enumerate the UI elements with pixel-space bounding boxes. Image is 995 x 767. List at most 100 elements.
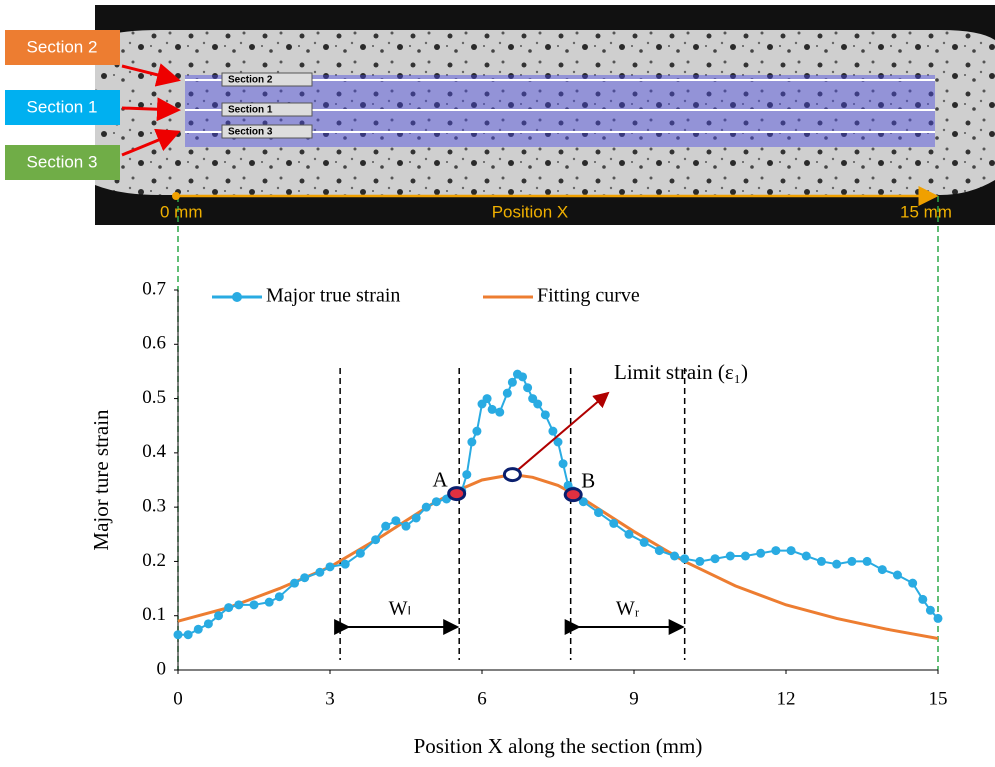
data-point — [533, 399, 543, 409]
data-point — [877, 565, 887, 575]
data-point — [654, 546, 664, 556]
x-tick-label: 0 — [173, 688, 183, 709]
y-tick-label: 0 — [157, 658, 167, 679]
data-point — [290, 578, 300, 588]
scale-start: 0 mm — [160, 202, 203, 221]
data-point — [325, 562, 335, 572]
data-point — [472, 426, 482, 436]
series-line — [178, 372, 939, 636]
data-point — [756, 548, 766, 558]
data-point — [355, 548, 365, 558]
data-point — [371, 535, 381, 545]
y-tick-label: 0.1 — [142, 604, 166, 625]
key-point — [447, 486, 467, 502]
data-point — [892, 570, 902, 580]
data-point — [183, 630, 193, 640]
data-point — [315, 567, 325, 577]
strip-label: Section 1 — [228, 105, 273, 116]
section-label: Section 2 — [27, 37, 98, 56]
data-point — [203, 619, 213, 629]
x-tick-label: 9 — [629, 688, 639, 709]
y-axis-title: Major ture strain — [89, 409, 113, 551]
point-label: A — [432, 467, 448, 491]
data-point — [578, 497, 588, 507]
data-point — [214, 611, 224, 621]
legend-label: Major true strain — [266, 285, 400, 307]
data-point — [862, 556, 872, 566]
pointer-arrow — [121, 97, 181, 122]
strip-label-box — [221, 72, 313, 87]
pointer-arrow — [121, 128, 181, 157]
width-label: Wᵣ — [616, 598, 640, 620]
data-point — [193, 624, 203, 634]
key-point — [563, 487, 583, 503]
data-point — [847, 556, 857, 566]
data-point — [695, 556, 705, 566]
data-point — [518, 372, 528, 382]
data-point — [234, 600, 244, 610]
section-box — [5, 30, 120, 65]
data-point — [264, 597, 274, 607]
data-point — [710, 554, 720, 564]
specimen — [95, 30, 995, 195]
chart: 0 0.1 0.2 0.3 0.4 0.5 0.6 0.7 0 3 6 9 12 15 Position X… — [89, 196, 948, 758]
data-point — [740, 551, 750, 561]
y-tick-label: 0.5 — [142, 387, 166, 408]
series-line — [177, 473, 939, 640]
x-axis-title: Position X along the section (mm) — [414, 734, 703, 758]
data-point — [381, 521, 391, 531]
data-point — [801, 551, 811, 561]
data-point — [832, 559, 842, 569]
data-point — [224, 603, 234, 613]
data-point — [670, 551, 680, 561]
x-tick-label: 12 — [777, 688, 796, 709]
data-point — [431, 497, 441, 507]
strip-label: Section 3 — [228, 127, 273, 138]
section-label: Section 1 — [27, 97, 98, 116]
point-label: B — [581, 468, 595, 492]
scale-origin — [172, 192, 180, 200]
data-point — [495, 407, 505, 417]
data-point — [401, 521, 411, 531]
data-point — [274, 592, 284, 602]
y-tick-label: 0.7 — [142, 278, 166, 299]
x-tick-label: 15 — [929, 688, 948, 709]
strip-label-box — [221, 102, 313, 117]
x-tick-label: 3 — [325, 688, 335, 709]
data-point — [908, 578, 918, 588]
data-point — [918, 594, 928, 604]
data-point — [548, 426, 558, 436]
data-point — [507, 377, 517, 387]
data-point — [249, 600, 259, 610]
data-point — [594, 508, 604, 518]
data-point — [558, 459, 568, 469]
data-point — [340, 559, 350, 569]
data-point — [523, 383, 533, 393]
data-point — [173, 630, 183, 640]
legend-label: Fitting curve — [537, 285, 640, 307]
data-point — [609, 518, 619, 528]
scale-end: 15 mm — [900, 202, 952, 221]
data-point — [680, 554, 690, 564]
width-label: Wₗ — [389, 598, 411, 620]
data-point — [502, 388, 512, 398]
pointer-arrow — [121, 63, 181, 87]
section-box — [5, 145, 120, 180]
data-point — [639, 537, 649, 547]
scale-label: Position X — [492, 202, 569, 221]
data-point — [933, 613, 943, 623]
data-point — [816, 556, 826, 566]
data-point — [725, 551, 735, 561]
data-point — [462, 470, 472, 480]
limit-arrow — [511, 391, 610, 476]
y-tick-label: 0.6 — [142, 333, 166, 354]
strip-label-box — [221, 124, 313, 139]
data-point — [482, 394, 492, 404]
data-point — [467, 437, 477, 447]
data-point — [553, 437, 563, 447]
data-point — [624, 529, 634, 539]
data-point — [391, 516, 401, 526]
section-label: Section 3 — [27, 152, 98, 171]
